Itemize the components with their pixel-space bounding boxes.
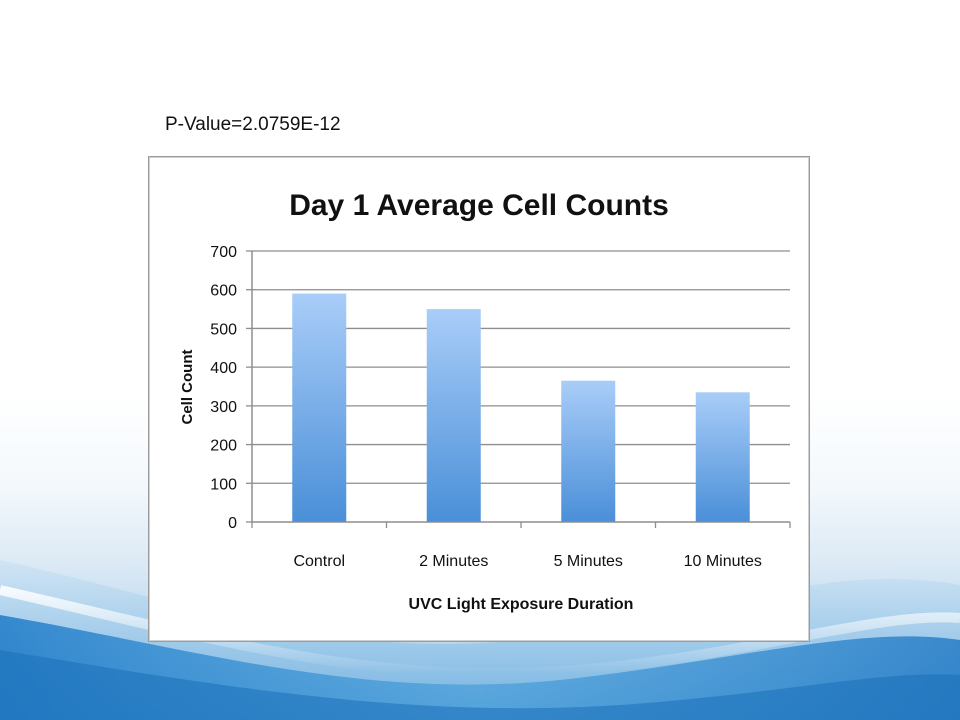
x-tick-label-control: Control xyxy=(293,553,345,570)
x-tick-label-2-minutes: 2 Minutes xyxy=(419,553,488,570)
x-tick-label-5-minutes: 5 Minutes xyxy=(554,553,623,570)
axes xyxy=(246,250,791,528)
x-axis-label: UVC Light Exposure Duration xyxy=(409,596,634,613)
bar-control xyxy=(292,293,347,522)
y-tick-label-500: 500 xyxy=(210,321,237,338)
y-tick-label-700: 700 xyxy=(210,244,237,261)
bars xyxy=(292,293,750,522)
y-tick-labels: 0 100 200 300 400 500 600 700 xyxy=(210,244,237,532)
y-tick-label-400: 400 xyxy=(210,360,237,377)
bar-5-minutes xyxy=(561,380,616,522)
bar-10-minutes xyxy=(695,392,750,522)
x-tick-label-10-minutes: 10 Minutes xyxy=(684,553,762,570)
chart-title: Day 1 Average Cell Counts xyxy=(289,189,669,222)
y-axis-label: Cell Count xyxy=(179,350,196,425)
y-tick-label-0: 0 xyxy=(228,515,237,532)
y-tick-label-300: 300 xyxy=(210,399,237,416)
bar-2-minutes xyxy=(426,309,481,522)
y-tick-label-200: 200 xyxy=(210,438,237,455)
p-value-annotation: P-Value=2.0759E-12 xyxy=(165,114,341,135)
y-tick-label-100: 100 xyxy=(210,476,237,493)
y-tick-label-600: 600 xyxy=(210,283,237,300)
x-tick-labels: Control 2 Minutes 5 Minutes 10 Minutes xyxy=(293,553,761,570)
